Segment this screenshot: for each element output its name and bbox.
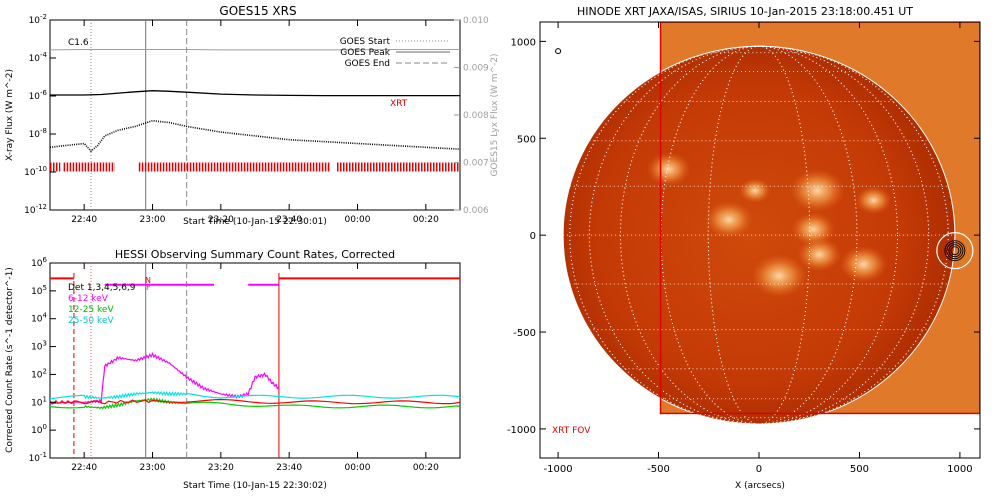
hessi-y-tick-label: 102	[31, 367, 47, 380]
xrt-flare-contour	[950, 246, 960, 256]
goes-xlabel: Start Time (10-Jan-15 22:30:01)	[183, 217, 327, 227]
xrt-grid-longitude	[569, 45, 949, 425]
hessi-series-1	[49, 397, 461, 410]
xrt-active-region	[738, 178, 772, 203]
hessi-x-tick-label: 00:20	[413, 463, 439, 473]
xrt-y-tick-label: 500	[517, 134, 536, 145]
hessi-y-tick-label: 104	[31, 312, 47, 325]
xrt-grid-longitude	[660, 45, 858, 425]
xrt-image-panel: HINODE XRT JAXA/ISAS, SIRIUS 10-Jan-2015…	[507, 5, 981, 491]
goes-y-tick-label: 10-6	[29, 89, 48, 102]
goes-plot-frame	[49, 19, 461, 211]
goes-legend-start: GOES Start	[340, 37, 391, 47]
goes-y-right-tick-label: 0.006	[463, 206, 489, 216]
goes-series-xray-short	[49, 119, 461, 153]
xrt-active-region	[791, 212, 836, 247]
goes-y-tick-label: 10-12	[24, 203, 47, 216]
goes-xrs-panel: GOES15 XRS 22:40 23:00 23:20 23:40 00:00 00:2…	[5, 4, 500, 227]
hessi-flag-n: N	[145, 276, 151, 285]
goes-legend-end: GOES End	[345, 59, 390, 69]
xrt-x-tick-label: -1000	[544, 464, 573, 475]
goes-xrt-annotation: XRT	[390, 99, 408, 109]
xrt-solar-disk	[563, 46, 955, 425]
hessi-legend: Det 1,3,4,5,6,9 6-12 keV 12-25 keV 25-50…	[68, 283, 136, 326]
hessi-flag-f: F	[146, 283, 151, 292]
hessi-y-tick-label: 100	[31, 423, 47, 436]
goes-y-right-tick-label: 0.009	[463, 64, 489, 74]
hessi-series-2	[49, 390, 461, 400]
goes-y-right-tick-label: 0.008	[463, 111, 489, 121]
goes-x-tick-label: 23:20	[208, 215, 234, 225]
hessi-xlabel: Start Time (10-Jan-15 22:30:02)	[183, 481, 327, 491]
xrt-marker-symbol	[555, 48, 562, 55]
hessi-y-tick-label: 105	[31, 284, 47, 297]
hessi-title: HESSI Observing Summary Count Rates, Cor…	[115, 248, 395, 261]
hessi-legend-12-25: 12-25 keV	[68, 305, 114, 315]
goes-y-tick-label: 10-4	[29, 51, 48, 64]
hessi-legend-25-50: 25-50 keV	[68, 316, 114, 326]
hessi-series-3	[49, 398, 461, 405]
hessi-ylabel: Corrected Count Rate (s^-1 detector^-1)	[5, 267, 15, 453]
xrt-x-tick-label: 1000	[947, 464, 972, 475]
hessi-detectors-label: Det 1,3,4,5,6,9	[68, 283, 136, 293]
xrt-active-region	[704, 201, 753, 239]
goes-x-tick-label: 00:00	[345, 215, 371, 225]
goes-y-tick-label: 10-2	[29, 13, 47, 26]
xrt-active-region	[797, 237, 842, 272]
xrt-x-tick-label: 500	[850, 464, 869, 475]
xrt-active-region	[839, 245, 888, 283]
hessi-plot-frame	[49, 262, 461, 459]
goes-title: GOES15 XRS	[219, 4, 296, 18]
xrt-fov-boundary	[659, 22, 980, 415]
xrt-y-tick-label: -500	[513, 328, 536, 339]
xrt-title: HINODE XRT JAXA/ISAS, SIRIUS 10-Jan-2015…	[577, 5, 913, 18]
xrt-fov-label: XRT FOV	[552, 426, 591, 436]
xrt-x-tick-label: -500	[647, 464, 670, 475]
goes-y-right-tick-label: 0.007	[463, 159, 489, 169]
xrt-y-tick-label: -1000	[507, 425, 536, 436]
xrt-flare-circle	[936, 232, 974, 270]
xrt-active-region	[646, 152, 691, 187]
goes-legend-peak: GOES Peak	[340, 48, 390, 58]
goes-ylabel: X-ray Flux (W m^-2)	[5, 69, 15, 161]
goes-series-xray-long	[50, 90, 460, 97]
hessi-y-tick-label: 10-1	[29, 451, 47, 464]
xrt-y-tick-label: 0	[530, 231, 536, 242]
xrt-active-region	[855, 186, 892, 215]
xrt-x-tick-label: 0	[756, 464, 762, 475]
xrt-flare-contour	[948, 244, 962, 258]
xrt-xlabel: X (arcsecs)	[735, 481, 785, 491]
xrt-grid-longitude	[619, 45, 899, 425]
goes-x-tick-label: 00:20	[413, 215, 439, 225]
hessi-panel: HESSI Observing Summary Count Rates, Cor…	[5, 248, 461, 491]
hessi-legend-6-12: 6-12 keV	[68, 294, 109, 304]
hessi-x-tick-label: 22:40	[71, 463, 97, 473]
goes-y-right-tick-label: 0.010	[463, 16, 489, 26]
xrt-plot-frame	[539, 21, 981, 459]
hessi-x-tick-label: 23:40	[276, 463, 302, 473]
xrt-flare-contour	[946, 242, 964, 260]
goes-y-tick-label: 10-10	[24, 165, 47, 178]
hessi-x-tick-label: 00:00	[345, 463, 371, 473]
xrt-y-tick-label: 1000	[511, 37, 536, 48]
goes-x-tick-label: 22:40	[71, 215, 97, 225]
goes-ylabel-right: GOES15 Lyx Flux (W m^-2)	[490, 53, 500, 176]
xrt-flare-contour	[944, 240, 966, 262]
xrt-grid-longitude	[588, 45, 930, 425]
hessi-y-tick-label: 103	[31, 340, 47, 353]
hessi-y-tick-label: 106	[31, 256, 47, 269]
goes-class-label: C1.6	[68, 38, 89, 48]
goes-x-tick-label: 23:00	[140, 215, 166, 225]
xrt-active-region	[789, 168, 846, 213]
goes-y-tick-label: 10-8	[29, 127, 47, 140]
hessi-x-tick-label: 23:20	[208, 463, 234, 473]
goes-legend: GOES Start GOES Peak GOES End	[340, 37, 450, 69]
xrt-active-region	[750, 254, 808, 298]
hessi-series-0	[49, 351, 280, 405]
hessi-y-tick-label: 101	[31, 395, 47, 408]
goes-x-tick-label: 23:40	[276, 215, 302, 225]
hessi-x-tick-label: 23:00	[140, 463, 166, 473]
